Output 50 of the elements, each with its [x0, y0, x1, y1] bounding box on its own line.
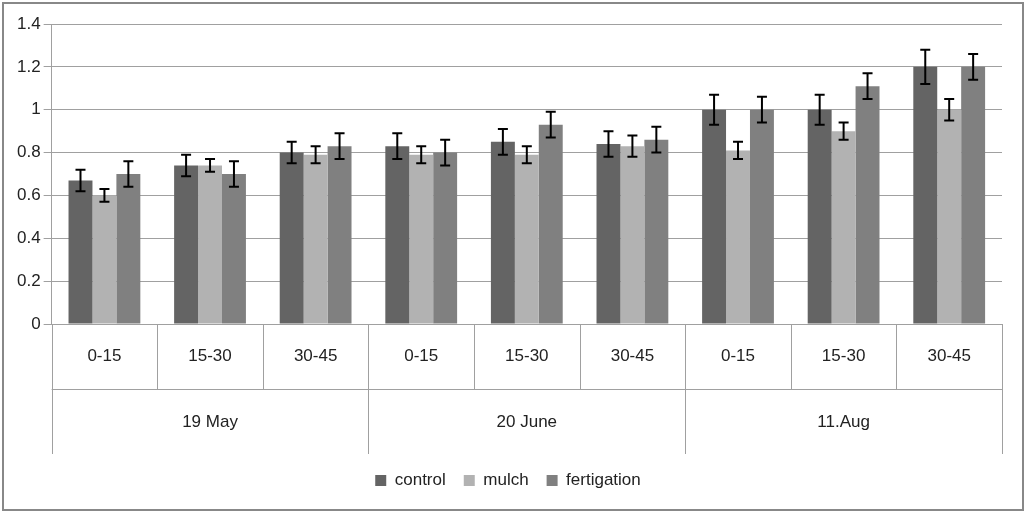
bar — [749, 109, 774, 324]
bar — [385, 146, 410, 324]
y-tick-label: 1.2 — [16, 56, 41, 76]
legend-label: fertigation — [566, 470, 641, 490]
x-tick-label: 30-45 — [610, 345, 655, 365]
y-tick-label: 1 — [31, 99, 41, 119]
bar — [831, 131, 856, 324]
legend-label: control — [394, 470, 446, 490]
bar — [279, 152, 304, 324]
bar — [644, 139, 669, 324]
bar — [937, 109, 962, 324]
bar — [490, 141, 515, 324]
text: 19 May — [182, 411, 239, 431]
bar — [409, 154, 434, 324]
bar — [433, 152, 458, 324]
x-tick-label: 15-30 — [505, 345, 549, 365]
x-tick-label: 0-15 — [404, 345, 439, 365]
bar — [913, 66, 938, 324]
text: 11.Aug — [817, 411, 870, 431]
bar — [514, 154, 539, 324]
x-tick-label: 0-15 — [720, 345, 756, 365]
bar — [68, 180, 93, 324]
bar — [303, 154, 328, 324]
bar — [198, 165, 222, 324]
y-tick-label: 0.6 — [16, 185, 41, 205]
y-tick-label: 0 — [31, 313, 41, 333]
bar — [538, 124, 563, 324]
x-tick-label: 30-45 — [293, 345, 338, 365]
bar — [726, 150, 750, 324]
bar — [92, 195, 117, 324]
bar — [807, 109, 832, 324]
bar — [116, 174, 141, 324]
y-tick-label: 0.2 — [16, 270, 41, 290]
y-tick-label: 1.4 — [16, 13, 41, 33]
bar — [855, 86, 880, 324]
bar — [222, 174, 246, 324]
x-tick-label: 15-30 — [821, 345, 866, 365]
bar — [620, 146, 645, 324]
bar — [174, 165, 199, 324]
x-tick-label: 30-45 — [927, 345, 971, 365]
y-tick-label: 0.4 — [16, 227, 41, 247]
bar — [327, 146, 352, 324]
x-tick-label: 15-30 — [188, 345, 232, 365]
legend-label: mulch — [483, 470, 529, 490]
bar — [596, 144, 621, 324]
bar — [961, 66, 986, 324]
text: 20 June — [496, 411, 558, 431]
bar — [702, 109, 727, 324]
x-tick-label: 0-15 — [87, 345, 122, 365]
y-tick-label: 0.8 — [16, 142, 41, 162]
